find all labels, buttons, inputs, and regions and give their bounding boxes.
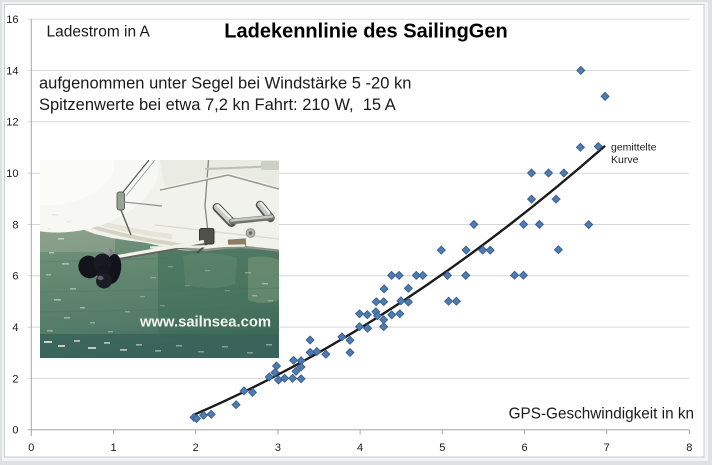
svg-text:1: 1 — [110, 442, 116, 454]
svg-text:8: 8 — [12, 219, 18, 231]
svg-text:8: 8 — [686, 442, 692, 454]
svg-text:GPS-Geschwindigkeit in kn: GPS-Geschwindigkeit in kn — [509, 405, 694, 422]
svg-text:Kurve: Kurve — [611, 154, 639, 166]
svg-text:2: 2 — [12, 373, 18, 385]
svg-text:0: 0 — [12, 425, 18, 437]
svg-text:4: 4 — [357, 442, 363, 454]
svg-text:6: 6 — [521, 442, 527, 454]
svg-text:www.sailnsea.com: www.sailnsea.com — [139, 315, 271, 331]
svg-text:6: 6 — [12, 271, 18, 283]
svg-text:5: 5 — [439, 442, 445, 454]
svg-text:4: 4 — [12, 322, 18, 334]
svg-text:3: 3 — [275, 442, 281, 454]
svg-text:Spitzenwerte bei etwa 7,2 kn F: Spitzenwerte bei etwa 7,2 kn Fahrt: 210 … — [39, 96, 396, 114]
svg-text:14: 14 — [6, 65, 18, 77]
svg-text:7: 7 — [604, 442, 610, 454]
svg-text:10: 10 — [6, 168, 18, 180]
svg-text:Ladestrom in A: Ladestrom in A — [47, 24, 151, 41]
svg-text:2: 2 — [193, 442, 199, 454]
svg-text:16: 16 — [6, 14, 18, 26]
svg-text:gemittelte: gemittelte — [611, 141, 657, 153]
svg-text:aufgenommen unter Segel bei Wi: aufgenommen unter Segel bei Windstärke 5… — [39, 74, 411, 92]
svg-text:0: 0 — [28, 442, 34, 454]
svg-text:Ladekennlinie des SailingGen: Ladekennlinie des SailingGen — [224, 21, 507, 43]
svg-text:12: 12 — [6, 117, 18, 129]
